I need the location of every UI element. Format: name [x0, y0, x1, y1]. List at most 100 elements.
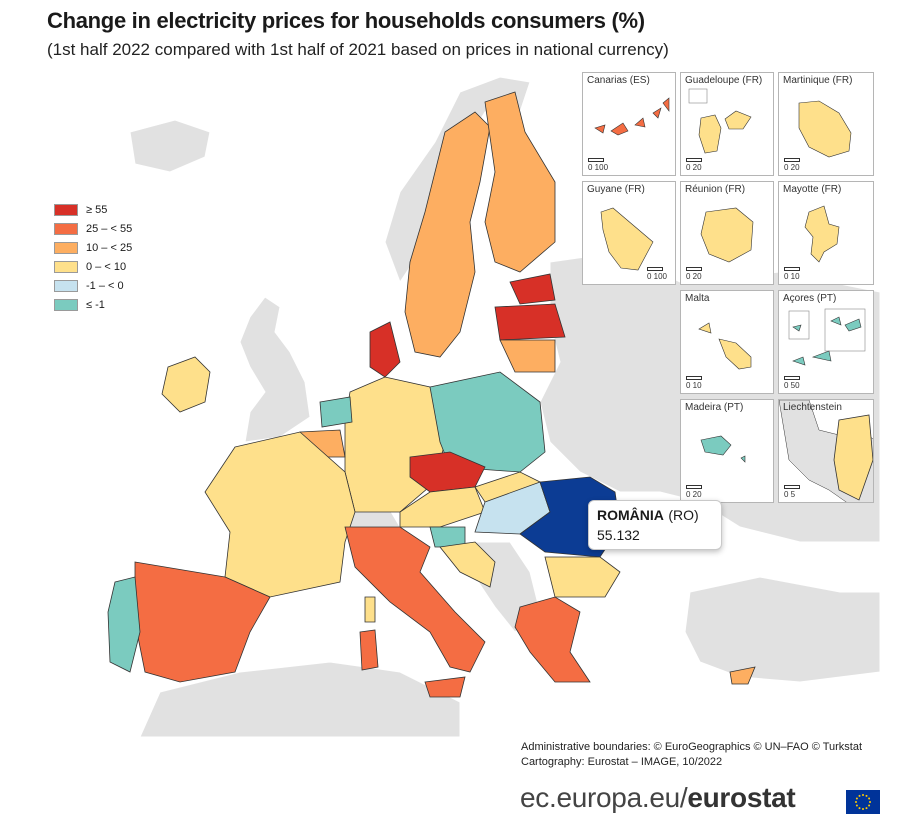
legend-item: ≤ -1 [54, 295, 132, 314]
flag-star-icon [868, 804, 871, 807]
inset-map: Guyane (FR) 0 100 [582, 181, 676, 285]
italy [344, 526, 486, 673]
finland [484, 91, 556, 273]
scale-bar-icon [784, 158, 800, 162]
greece [514, 596, 591, 683]
sicily [424, 676, 466, 698]
legend-label: 10 – < 25 [86, 241, 133, 254]
flag-star-icon [855, 797, 858, 800]
latvia [494, 303, 566, 341]
tooltip-value: 55.132 [597, 527, 640, 543]
inset-map: Açores (PT) 0 50 [778, 290, 874, 394]
inset-map: Mayotte (FR) 0 10 [778, 181, 874, 285]
scale-label: 0 20 [686, 163, 702, 172]
inset-map: Canarias (ES) 0 100 [582, 72, 676, 176]
inset-scale-bar: 0 10 [686, 376, 702, 390]
inset-scale-bar: 0 100 [588, 158, 608, 172]
legend-item: 0 – < 10 [54, 257, 132, 276]
netherlands [319, 396, 353, 428]
tooltip-country-name: ROMÂNIA [597, 507, 664, 523]
legend-swatch [54, 279, 78, 292]
legend-swatch [54, 298, 78, 311]
flag-star-icon [865, 807, 868, 810]
france [204, 431, 356, 598]
brand-name: eurostat [687, 782, 796, 813]
inset-scale-bar: 0 5 [784, 485, 800, 499]
flag-star-icon [855, 801, 857, 803]
cyprus [729, 666, 756, 685]
inset-scale-bar: 0 50 [784, 376, 800, 390]
map-title: Change in electricity prices for househo… [47, 8, 645, 33]
scale-bar-icon [686, 485, 702, 489]
legend-label: 0 – < 10 [86, 260, 127, 273]
scale-bar-icon [784, 485, 800, 489]
inset-map: Liechtenstein 0 5 [778, 399, 874, 503]
scale-label: 0 20 [686, 272, 702, 281]
inset-scale-bar: 0 100 [646, 267, 667, 281]
inset-scale-bar: 0 20 [686, 485, 702, 499]
scale-bar-icon [784, 267, 800, 271]
legend-label: ≥ 55 [86, 203, 108, 216]
denmark [369, 321, 401, 378]
scale-label: 0 50 [784, 381, 800, 390]
flag-star-icon [855, 804, 858, 807]
bulgaria [544, 556, 621, 598]
scale-bar-icon [784, 376, 800, 380]
scale-label: 0 20 [784, 163, 800, 172]
inset-map: Guadeloupe (FR) 0 20 [680, 72, 774, 176]
inset-title: Guadeloupe (FR) [685, 75, 763, 86]
credits-boundaries: Administrative boundaries: © EuroGeograp… [521, 741, 863, 753]
inset-scale-bar: 0 10 [784, 267, 800, 281]
legend-swatch [54, 241, 78, 254]
flag-star-icon [862, 808, 864, 810]
legend-item: -1 – < 0 [54, 276, 132, 295]
map-legend: ≥ 55 25 – < 55 10 – < 25 0 – < 10 -1 – < 0 ≤ … [54, 200, 132, 314]
flag-star-icon [858, 794, 861, 797]
scale-bar-icon [686, 376, 702, 380]
flag-star-icon [858, 807, 861, 810]
scale-label: 0 20 [686, 490, 702, 499]
credits: Administrative boundaries: © EuroGeograp… [521, 740, 862, 770]
legend-label: ≤ -1 [86, 298, 105, 311]
inset-scale-bar: 0 20 [686, 158, 702, 172]
flag-star-icon [862, 794, 864, 796]
legend-label: 25 – < 55 [86, 222, 133, 235]
country-tooltip: ROMÂNIA (RO) 55.132 [588, 500, 722, 550]
inset-shape [681, 73, 773, 175]
inset-title: Liechtenstein [783, 402, 842, 413]
credits-cartography: Cartography: Eurostat – IMAGE, 10/2022 [521, 756, 723, 768]
legend-swatch [54, 260, 78, 273]
legend-swatch [54, 222, 78, 235]
flag-star-icon [865, 794, 868, 797]
scale-label: 0 5 [784, 490, 796, 499]
brand-prefix: ec.europa.eu/ [520, 782, 688, 813]
scale-label: 0 100 [588, 163, 609, 172]
inset-scale-bar: 0 20 [686, 267, 702, 281]
inset-title: Açores (PT) [783, 293, 837, 304]
lithuania [499, 339, 556, 373]
inset-title: Guyane (FR) [587, 184, 645, 195]
scale-bar-icon [686, 267, 702, 271]
scale-label: 0 10 [784, 272, 800, 281]
croatia [439, 541, 496, 588]
portugal [107, 576, 141, 673]
scale-label: 0 10 [686, 381, 702, 390]
legend-item: 10 – < 25 [54, 238, 132, 257]
inset-title: Canarias (ES) [587, 75, 650, 86]
united-kingdom [239, 296, 311, 443]
scale-bar-icon [646, 267, 663, 271]
inset-map: Malta 0 10 [680, 290, 774, 394]
map-subtitle: (1st half 2022 compared with 1st half of… [47, 40, 669, 59]
sardinia [359, 629, 379, 671]
estonia [509, 273, 556, 305]
flag-star-icon [869, 801, 871, 803]
inset-title: Réunion (FR) [685, 184, 746, 195]
legend-label: -1 – < 0 [86, 279, 124, 292]
ireland [161, 356, 211, 413]
inset-title: Madeira (PT) [685, 402, 744, 413]
eurostat-brand[interactable]: ec.europa.eu/eurostat [520, 782, 796, 814]
inset-map: Madeira (PT) 0 20 [680, 399, 774, 503]
inset-map: Réunion (FR) 0 20 [680, 181, 774, 285]
turkey [684, 576, 880, 683]
eu-flag-icon [846, 790, 880, 814]
